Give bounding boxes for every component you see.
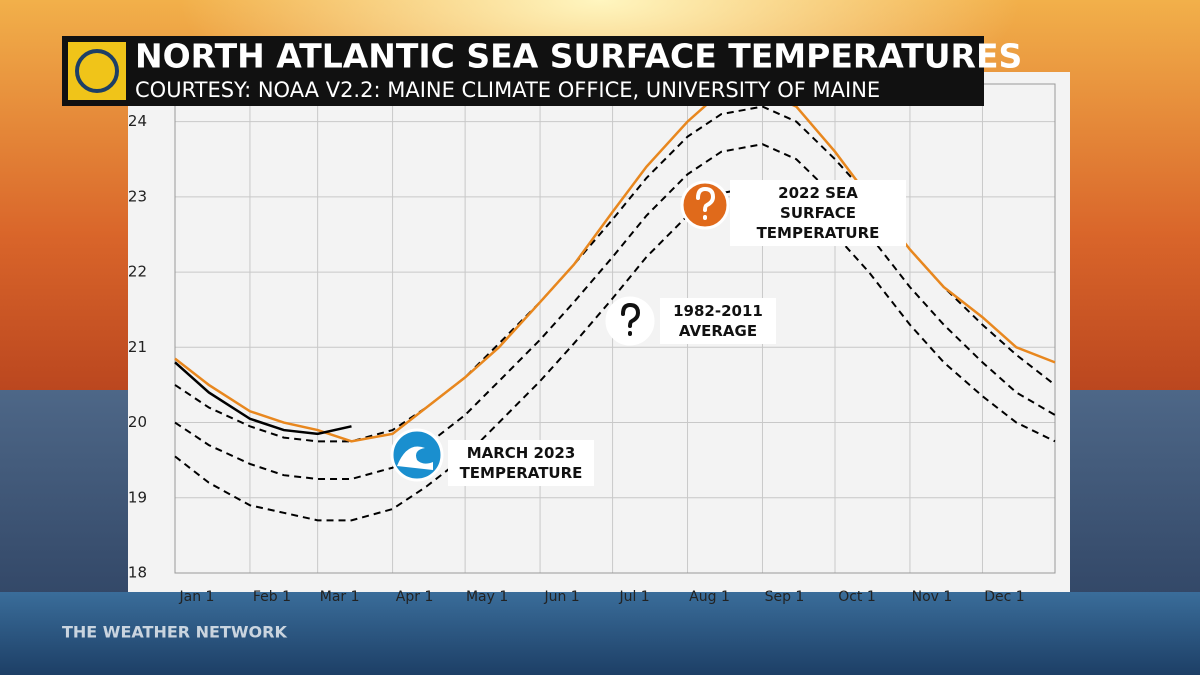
y-tick-label: 18 (128, 564, 147, 582)
watermark: THE WEATHER NETWORK (62, 623, 287, 642)
annotation: MARCH 2023 TEMPERATURE (448, 440, 594, 486)
x-tick-label: Jan 1 (179, 589, 215, 605)
annotation: 1982-2011 AVERAGE (660, 298, 776, 344)
y-tick-label: 19 (128, 488, 147, 506)
x-tick-label: Oct 1 (838, 589, 876, 605)
series-line (174, 361, 352, 436)
x-tick-label: Apr 1 (396, 589, 434, 605)
x-tick-label: May 1 (466, 589, 508, 605)
x-tick-label: Mar 1 (320, 589, 360, 605)
y-tick-label: 22 (128, 263, 147, 281)
y-tick-label: 23 (128, 187, 147, 205)
series-line (174, 90, 1056, 443)
x-tick-label: Sep 1 (765, 589, 805, 605)
logo-mark (75, 49, 119, 93)
icon-2023 (390, 428, 444, 482)
title-bar (62, 36, 984, 106)
icon-2022-glyph (696, 186, 716, 220)
y-tick-label: 24 (128, 112, 147, 130)
x-tick-label: Nov 1 (912, 589, 953, 605)
x-tick-label: Aug 1 (689, 589, 730, 605)
x-tick-label: Jun 1 (543, 589, 579, 605)
dashed-line (174, 143, 1056, 480)
annotation: 2022 SEA SURFACE TEMPERATURE (730, 180, 906, 246)
icon-average-glyph (621, 302, 641, 336)
y-tick-label: 21 (128, 338, 147, 356)
wave (0, 592, 1200, 675)
chart-subtitle: COURTESY: NOAA V2.2: MAINE CLIMATE OFFIC… (135, 78, 880, 102)
dashed-line (174, 184, 1056, 522)
panel (128, 72, 1070, 612)
x-tick-label: Jul 1 (618, 589, 649, 605)
icon-2023-glyph (397, 446, 433, 470)
x-tick-label: Feb 1 (253, 589, 291, 605)
chart-title: NORTH ATLANTIC SEA SURFACE TEMPERATURES (135, 37, 1022, 76)
x-tick-label: Dec 1 (984, 589, 1024, 605)
y-tick-label: 20 (128, 413, 147, 431)
